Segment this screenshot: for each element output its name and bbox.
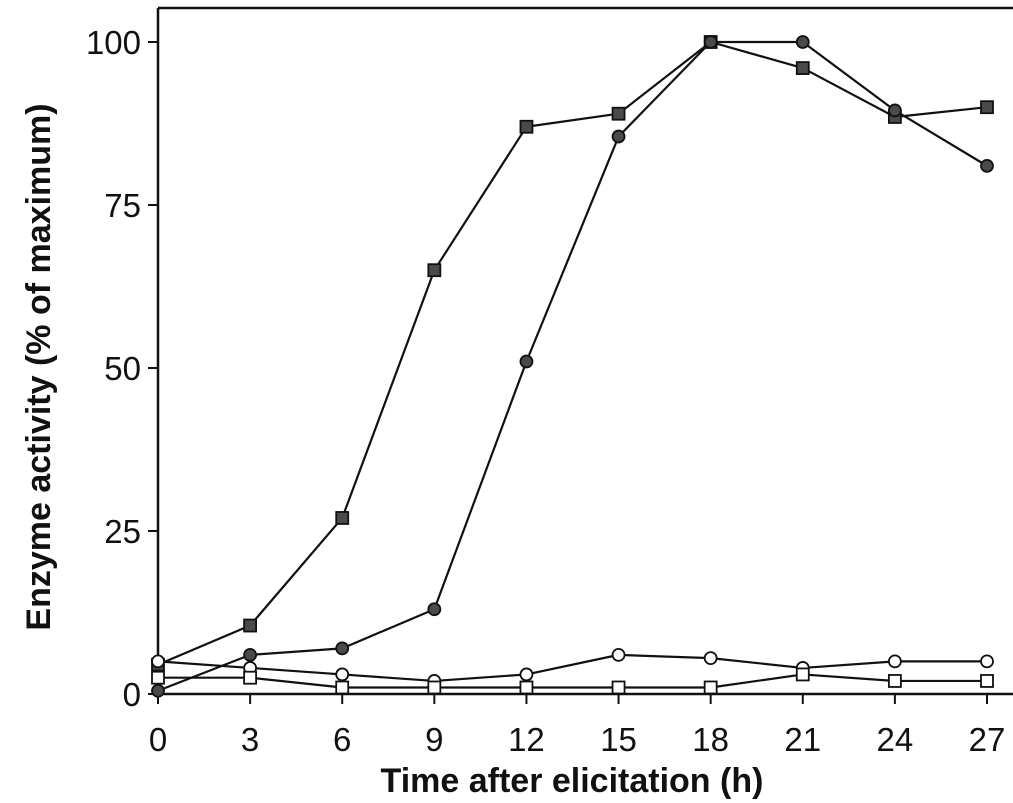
y-tick-label: 25 — [104, 513, 141, 550]
data-point — [335, 667, 350, 682]
y-tick-label: 75 — [104, 187, 141, 224]
x-axis-ticks: 0 3 6 9 12 15 18 21 24 27 — [149, 694, 1006, 758]
series-1 — [151, 35, 994, 672]
x-tick-label: 18 — [692, 721, 729, 758]
data-point — [887, 103, 902, 118]
data-point — [519, 119, 534, 134]
series-line — [157, 40, 988, 692]
data-point — [519, 680, 534, 695]
series-2 — [151, 35, 994, 698]
series-line — [157, 653, 987, 683]
data-point — [243, 670, 258, 685]
series-line — [157, 40, 988, 666]
x-tick-label: 24 — [877, 721, 914, 758]
data-point — [795, 61, 810, 75]
series-layer — [151, 35, 994, 698]
data-point — [611, 680, 626, 695]
x-tick-label: 6 — [333, 721, 351, 758]
data-point — [151, 670, 165, 685]
data-point — [703, 680, 718, 695]
plot-frame — [156, 6, 1013, 696]
data-point — [243, 618, 258, 633]
data-point — [151, 654, 165, 669]
x-tick-label: 0 — [149, 721, 167, 758]
data-point — [427, 680, 442, 695]
data-point — [611, 129, 626, 144]
x-tick-label: 21 — [784, 721, 821, 758]
data-point — [611, 647, 626, 662]
x-tick-label: 9 — [425, 721, 443, 758]
series-line — [158, 673, 987, 689]
data-point — [519, 354, 534, 369]
data-point — [980, 158, 994, 173]
y-tick-label: 100 — [86, 24, 141, 61]
data-point — [335, 511, 350, 525]
data-point — [151, 683, 165, 698]
data-point — [703, 651, 718, 666]
series-4 — [151, 667, 994, 695]
data-point — [243, 647, 258, 662]
data-point — [887, 654, 902, 669]
data-point — [427, 602, 442, 617]
data-point — [335, 641, 350, 656]
data-point — [795, 35, 810, 49]
data-point — [519, 667, 534, 682]
data-point — [335, 680, 350, 695]
x-tick-label: 3 — [241, 721, 259, 758]
data-point — [427, 263, 442, 278]
x-tick-label: 27 — [969, 721, 1006, 758]
y-axis-ticks: 0 25 50 75 100 — [86, 24, 158, 713]
y-axis-title: Enzyme activity (% of maximum) — [20, 103, 58, 630]
data-point — [611, 106, 626, 121]
y-tick-label: 50 — [104, 350, 141, 387]
data-point — [887, 674, 902, 688]
x-tick-label: 12 — [508, 721, 545, 758]
x-axis-title: Time after elicitation (h) — [381, 762, 764, 800]
data-point — [980, 654, 994, 669]
x-tick-label: 15 — [600, 721, 637, 758]
data-point — [795, 667, 810, 682]
data-point — [980, 674, 994, 688]
data-point — [703, 35, 718, 49]
y-tick-label: 0 — [123, 676, 141, 713]
data-point — [980, 100, 994, 115]
